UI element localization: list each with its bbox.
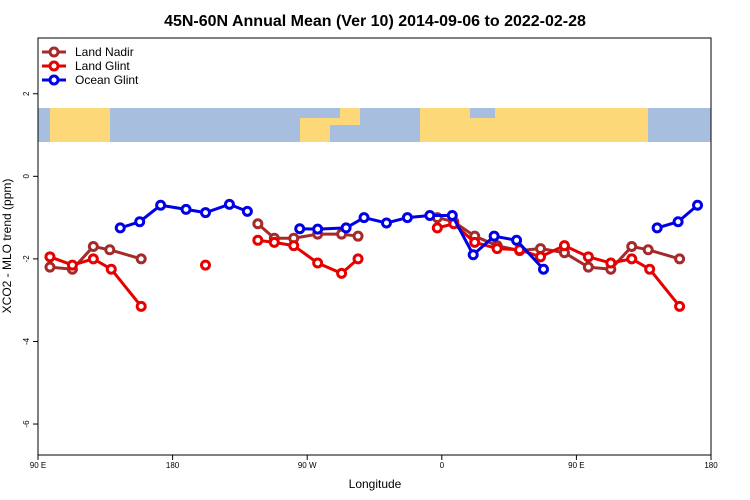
x-tick-label: 90 E (568, 461, 584, 470)
point (491, 243, 503, 255)
point (605, 257, 617, 269)
map-ocean (330, 125, 360, 142)
point (155, 199, 167, 211)
point (87, 241, 99, 252)
point (535, 251, 547, 263)
point (469, 236, 481, 248)
point (558, 240, 570, 252)
y-tick-label: 0 (22, 174, 31, 179)
map-ocean (648, 108, 711, 142)
map-ocean (38, 108, 50, 142)
point (692, 199, 704, 211)
point (424, 210, 436, 222)
legend-marker (48, 60, 60, 72)
point (431, 222, 443, 234)
x-tick-label: 180 (166, 461, 180, 470)
point (674, 300, 686, 312)
point (114, 222, 126, 234)
point (252, 218, 264, 230)
point (312, 223, 324, 235)
point (44, 261, 56, 273)
point (446, 210, 458, 222)
point (180, 203, 192, 215)
y-tick-label: -4 (22, 337, 31, 345)
x-axis-label: Longitude (349, 477, 402, 491)
point (582, 261, 594, 273)
point (340, 222, 352, 234)
point (380, 217, 392, 229)
point (358, 212, 370, 224)
point (626, 241, 638, 252)
y-tick-label: 2 (22, 91, 31, 96)
point (87, 253, 99, 265)
y-tick-label: -6 (22, 420, 31, 428)
map-ocean (470, 108, 495, 118)
map-ocean (300, 108, 340, 118)
point (200, 207, 212, 219)
point (288, 240, 300, 252)
legend-label: Land Nadir (75, 45, 134, 59)
point (352, 253, 364, 265)
x-tick-label: 180 (704, 461, 718, 470)
point (104, 244, 116, 256)
point (644, 263, 656, 275)
x-tick-label: 0 (440, 461, 445, 470)
point (223, 198, 235, 210)
legend-label: Land Glint (75, 59, 130, 73)
point (674, 253, 686, 265)
point (241, 205, 253, 217)
point (642, 244, 654, 256)
point (44, 251, 56, 263)
point (268, 236, 280, 248)
point (105, 263, 117, 275)
y-axis-label: XCO2 - MLO trend (ppm) (0, 179, 14, 314)
point (672, 216, 684, 228)
point (134, 216, 146, 228)
legend-label: Ocean Glint (75, 73, 139, 87)
x-tick-label: 90 W (298, 461, 317, 470)
legend-marker (48, 46, 60, 58)
point (135, 300, 147, 312)
chart-title: 45N-60N Annual Mean (Ver 10) 2014-09-06 … (164, 13, 586, 30)
point (626, 253, 638, 265)
point (582, 251, 594, 263)
point (336, 267, 348, 279)
y-tick-label: -2 (22, 255, 31, 263)
point (66, 259, 78, 271)
point (352, 230, 364, 242)
legend-marker (48, 74, 60, 86)
point (252, 234, 264, 246)
plot-box (37, 37, 712, 456)
point (488, 230, 500, 242)
point (135, 253, 147, 265)
point (401, 212, 413, 224)
x-tick-label: 90 E (30, 461, 46, 470)
point (651, 222, 663, 234)
point (511, 234, 523, 246)
point (294, 223, 306, 235)
point (467, 249, 479, 261)
map-strip (38, 108, 711, 142)
point (312, 257, 324, 269)
map-ocean (110, 108, 300, 142)
map-ocean (360, 108, 420, 142)
point (537, 263, 549, 275)
point (200, 259, 212, 271)
